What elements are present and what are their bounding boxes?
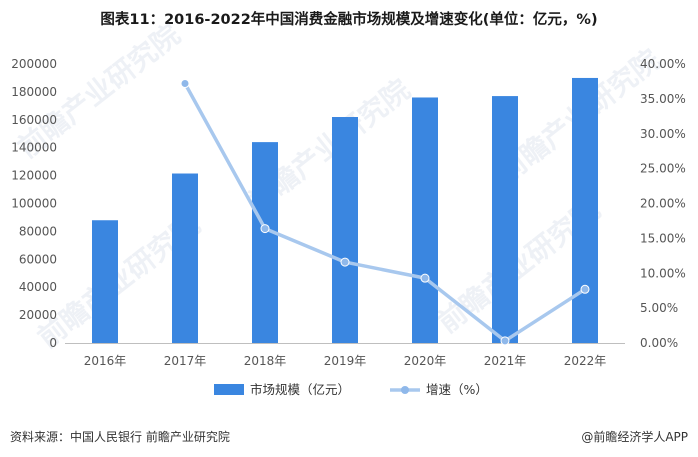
source-note: 资料来源：中国人民银行 前瞻产业研究院 bbox=[10, 430, 230, 444]
x-tick-label: 2020年 bbox=[404, 354, 447, 368]
y-left-tick-label: 0 bbox=[49, 336, 57, 350]
y-right-tick-label: 40.00% bbox=[640, 57, 686, 71]
growth-point bbox=[260, 224, 270, 234]
y-left-tick-label: 20000 bbox=[19, 308, 57, 322]
x-tick-label: 2017年 bbox=[164, 354, 207, 368]
y-right-tick-label: 20.00% bbox=[640, 197, 686, 211]
y-right-tick-label: 25.00% bbox=[640, 162, 686, 176]
chart-title: 图表11：2016-2022年中国消费金融市场规模及增速变化(单位：亿元，%) bbox=[100, 12, 598, 28]
y-right-tick-label: 10.00% bbox=[640, 266, 686, 280]
bar bbox=[572, 77, 598, 343]
y-left-tick-label: 120000 bbox=[11, 169, 57, 183]
y-left-tick-label: 200000 bbox=[11, 57, 57, 71]
x-tick-label: 2019年 bbox=[324, 354, 367, 368]
y-right-tick-label: 35.00% bbox=[640, 92, 686, 106]
growth-point bbox=[500, 336, 510, 346]
bar bbox=[492, 96, 518, 344]
x-tick-label: 2016年 bbox=[84, 354, 127, 368]
bar bbox=[412, 97, 438, 343]
x-tick-label: 2018年 bbox=[244, 354, 287, 368]
y-left-tick-label: 80000 bbox=[19, 224, 57, 238]
x-tick-label: 2022年 bbox=[564, 354, 607, 368]
bar bbox=[252, 142, 278, 343]
y-left-tick-label: 60000 bbox=[19, 252, 57, 266]
y-left-tick-label: 160000 bbox=[11, 113, 57, 127]
x-tick-label: 2021年 bbox=[484, 354, 527, 368]
y-right-tick-label: 30.00% bbox=[640, 127, 686, 141]
y-right-tick-label: 5.00% bbox=[640, 301, 678, 315]
credit-note: @前瞻经济学人APP bbox=[581, 430, 688, 444]
growth-point bbox=[420, 273, 430, 283]
legend-bar-label: 市场规模（亿元） bbox=[250, 382, 350, 397]
bar bbox=[172, 173, 198, 343]
y-left-tick-label: 140000 bbox=[11, 141, 57, 155]
y-left-tick-label: 100000 bbox=[11, 197, 57, 211]
growth-point bbox=[580, 284, 590, 294]
growth-line bbox=[183, 82, 586, 343]
legend-line-marker bbox=[401, 386, 409, 394]
growth-point bbox=[180, 79, 190, 89]
growth-point bbox=[340, 257, 350, 267]
y-right-tick-label: 0.00% bbox=[640, 336, 678, 350]
bar bbox=[92, 220, 118, 343]
chart-area: 0 20000 40000 60000 80000 100000 120000 140000 1… bbox=[11, 57, 686, 397]
y-right-tick-label: 15.00% bbox=[640, 231, 686, 245]
legend-bar-swatch bbox=[214, 384, 244, 395]
legend-line-label: 增速（%） bbox=[426, 382, 488, 397]
y-left-tick-label: 180000 bbox=[11, 85, 57, 99]
y-left-tick-label: 40000 bbox=[19, 280, 57, 294]
bar bbox=[332, 117, 358, 343]
